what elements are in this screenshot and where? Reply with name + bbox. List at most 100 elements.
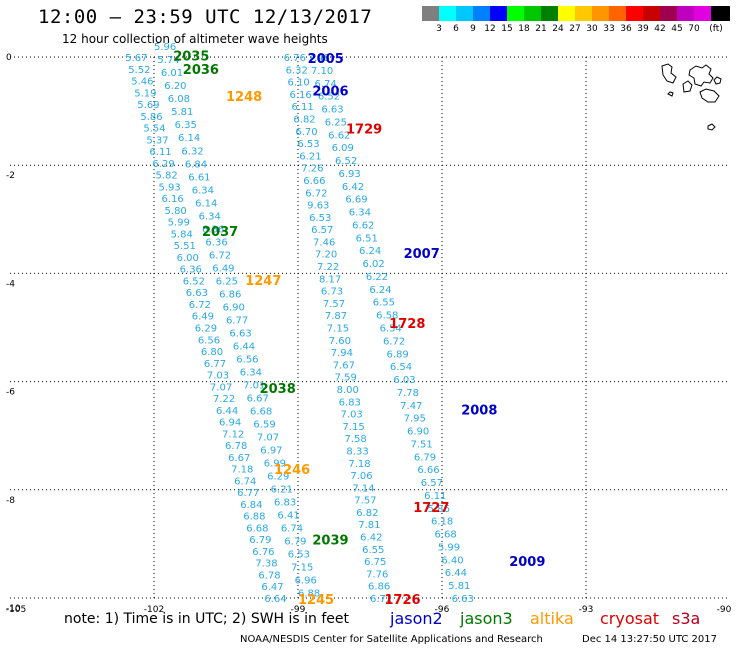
swh-value-label: 6.62 [328, 130, 350, 141]
swh-value-label: 6.63 [321, 105, 343, 116]
swh-value-label: 6.82 [356, 508, 378, 519]
legend-swatch [490, 6, 509, 21]
swh-value-label: 6.35 [175, 120, 197, 131]
swh-value-label: 6.54 [390, 362, 412, 373]
swh-value-label: 8.17 [319, 274, 341, 285]
legend-swatch [558, 6, 577, 21]
pass-number-label: 1248 [226, 90, 262, 105]
island-outline [661, 63, 677, 84]
legend-swatch [677, 6, 696, 21]
pass-number-label: 2008 [461, 404, 497, 419]
lat-tick-label: -6 [6, 388, 15, 398]
swh-value-label: 7.57 [323, 299, 345, 310]
swh-value-label: 6.34 [240, 367, 262, 378]
swh-value-label: 5.81 [171, 107, 193, 118]
lat-tick-label: -4 [6, 279, 15, 289]
swh-value-label: 7.81 [358, 520, 380, 531]
island-outline [667, 91, 674, 97]
swh-value-label: 6.11 [149, 147, 171, 158]
swh-value-label: 6.52 [183, 276, 205, 287]
swh-value-label: 6.74 [314, 79, 336, 90]
swh-value-label: 6.16 [162, 194, 184, 205]
swh-value-label: 6.67 [247, 393, 269, 404]
swh-value-label: 7.67 [333, 360, 355, 371]
swh-value-label: 6.83 [339, 397, 361, 408]
swh-value-label: 6.55 [362, 545, 384, 556]
swh-value-label: 6.55 [373, 298, 395, 309]
swh-value-label: 6.84 [240, 500, 262, 511]
swh-value-label: 6.72 [370, 594, 392, 605]
swh-value-label: 6.25 [216, 276, 238, 287]
swh-value-label: 6.77 [237, 488, 259, 499]
swh-value-label: 6.21 [299, 151, 321, 162]
island-outline [699, 88, 720, 103]
swh-value-label: 6.29 [267, 472, 289, 483]
swh-value-label: 5.93 [158, 182, 180, 193]
lon-tick-label: -102 [144, 605, 164, 615]
swh-value-label: 7.12 [222, 429, 244, 440]
legend-unit: (ft) [709, 24, 723, 34]
swh-value-label: 6.59 [253, 419, 275, 430]
lat-tick-label: -8 [6, 496, 15, 506]
swh-value-label: 6.51 [356, 233, 378, 244]
swh-value-label: 6.79 [249, 535, 271, 546]
legend-label: 3 [436, 24, 442, 34]
mission-label-jason3: jason3 [460, 609, 513, 628]
legend-swatch [660, 6, 679, 21]
swh-value-label: 5.96 [154, 42, 176, 53]
pass-number-label: 2007 [404, 247, 440, 262]
swh-value-label: 5.46 [131, 77, 153, 88]
swh-value-label: 6.57 [311, 225, 333, 236]
swh-value-label: 6.69 [345, 195, 367, 206]
lon-tick-label: -93 [579, 605, 594, 615]
swh-value-label: 6.40 [441, 555, 463, 566]
swh-value-label: 6.89 [386, 349, 408, 360]
generated-timestamp: Dec 14 13:27:50 UTC 2017 [582, 634, 717, 645]
swh-value-label: 6.77 [226, 315, 248, 326]
swh-value-label: 7.47 [400, 401, 422, 412]
swh-value-label: 6.96 [295, 576, 317, 587]
swh-value-label: 6.02 [362, 259, 384, 270]
swh-value-label: 6.36 [205, 237, 227, 248]
lat-tick-label: -10 [6, 604, 21, 614]
units-note: note: 1) Time is in UTC; 2) SWH is in fe… [64, 611, 350, 627]
island-outline [713, 76, 722, 85]
pass-number-label: 1245 [298, 593, 334, 608]
swh-value-label: 5.51 [174, 241, 196, 252]
swh-value-label: 6.57 [421, 478, 443, 489]
lat-tick-label: -2 [6, 171, 15, 181]
legend-swatch [643, 6, 662, 21]
swh-value-label: 7.76 [366, 569, 388, 580]
legend-label: 27 [569, 24, 581, 34]
lon-tick-label: -99 [291, 605, 306, 615]
swh-value-label: 6.83 [274, 498, 296, 509]
swh-value-label: 6.72 [209, 250, 231, 261]
swh-value-label: 7.15 [291, 563, 313, 574]
pass-number-label: 2039 [312, 533, 348, 548]
swh-value-label: 6.76 [252, 547, 274, 558]
swh-value-label: 6.42 [360, 533, 382, 544]
swh-value-label: 6.18 [431, 517, 453, 528]
swh-value-label: 7.03 [341, 410, 363, 421]
legend-swatch [524, 6, 543, 21]
page-subtitle: 12 hour collection of altimeter wave hei… [62, 32, 328, 46]
pass-number-label: 2006 [312, 84, 348, 99]
swh-value-label: 6.90 [223, 302, 245, 313]
swh-value-label: 7.15 [343, 422, 365, 433]
swh-value-label: 6.32 [286, 65, 308, 76]
swh-value-label: 6.53 [309, 213, 331, 224]
lat-tick-label: 0 [6, 53, 12, 63]
swh-value-label: 7.14 [352, 483, 374, 494]
swh-value-label: 7.18 [231, 465, 253, 476]
page-title: 12:00 — 23:59 UTC 12/13/2017 [38, 6, 373, 28]
swh-value-label: 6.63 [229, 328, 251, 339]
swh-value-label: 6.78 [225, 441, 247, 452]
swh-value-label: 6.44 [216, 406, 238, 417]
swh-value-label: 6.90 [407, 427, 429, 438]
swh-value-label: 7.06 [350, 471, 372, 482]
swh-value-label: 7.57 [354, 496, 376, 507]
swh-value-label: 5.69 [137, 100, 159, 111]
legend-label: 9 [470, 24, 476, 34]
swh-value-label: 6.70 [295, 127, 317, 138]
